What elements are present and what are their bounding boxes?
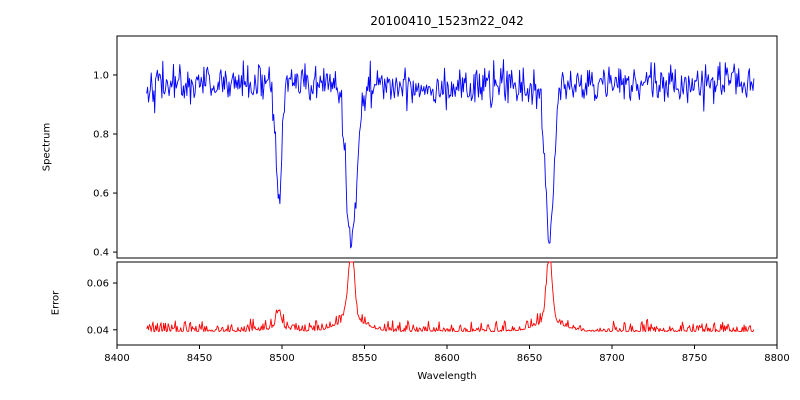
error-axes-box xyxy=(116,261,778,346)
x-tick-label: 8650 xyxy=(517,353,542,364)
spectrum-y-tick-label: 1.0 xyxy=(93,70,109,81)
x-tick-label: 8500 xyxy=(269,353,294,364)
x-tick-label: 8550 xyxy=(352,353,377,364)
plot-title: 20100410_1523m22_042 xyxy=(370,14,524,28)
spectrum-line xyxy=(146,59,755,249)
x-tick-label: 8450 xyxy=(187,353,212,364)
x-tick-label: 8700 xyxy=(599,353,624,364)
spectrum-y-tick-label: 0.6 xyxy=(93,189,109,200)
spectrum-y-tick-label: 0.8 xyxy=(93,130,109,141)
x-axis-label: Wavelength xyxy=(417,371,477,382)
x-tick-label: 8750 xyxy=(682,353,707,364)
error-line xyxy=(146,261,755,333)
error-y-tick-label: 0.06 xyxy=(87,279,109,290)
error-y-tick-label: 0.04 xyxy=(87,325,109,336)
x-tick-label: 8600 xyxy=(434,353,459,364)
spectrum-y-tick-label: 0.4 xyxy=(93,248,109,259)
x-tick-label: 8800 xyxy=(764,353,789,364)
x-tick-label: 8400 xyxy=(104,353,129,364)
spectrum-axes-box xyxy=(116,35,778,259)
